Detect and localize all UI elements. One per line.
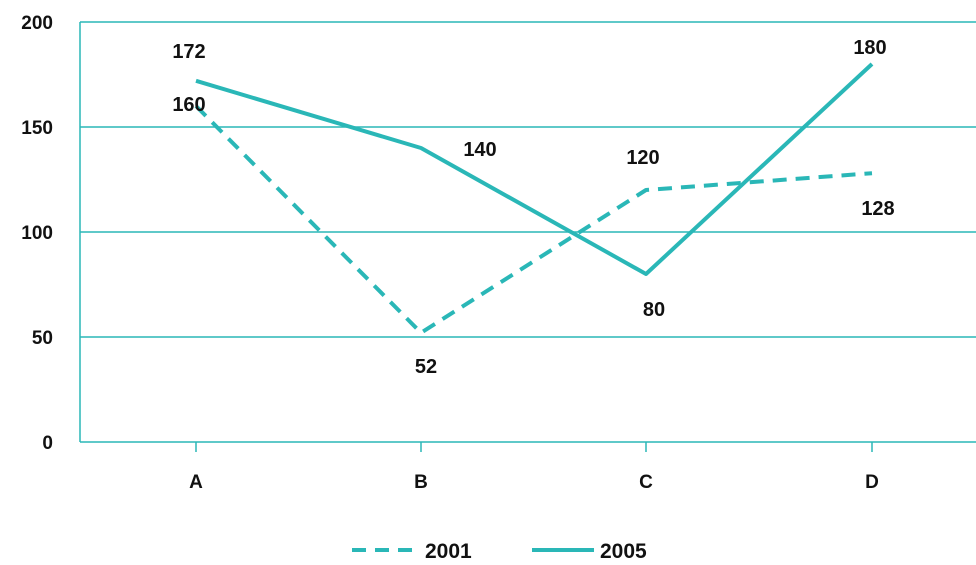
y-tick-label: 0: [42, 433, 53, 454]
data-label: 52: [415, 356, 437, 378]
data-label: 140: [463, 139, 496, 161]
y-tick-label: 200: [21, 13, 53, 34]
series-line-2001: [194, 104, 873, 335]
x-tick-label: C: [639, 472, 653, 493]
legend-label: 2005: [600, 540, 647, 563]
data-label: 120: [626, 147, 659, 169]
series-line-2005: [195, 62, 874, 276]
x-tick-label: D: [865, 472, 879, 493]
y-tick-label: 150: [21, 118, 53, 139]
x-tick-label: A: [189, 472, 203, 493]
data-label: 128: [861, 198, 894, 220]
y-tick-label: 100: [21, 223, 53, 244]
data-label: 180: [853, 37, 886, 59]
y-tick-label: 50: [32, 328, 53, 349]
data-label: 172: [172, 41, 205, 63]
x-tick-label: B: [414, 472, 428, 493]
legend-label: 2001: [425, 540, 472, 563]
data-label: 80: [643, 299, 665, 321]
data-label: 160: [172, 94, 205, 116]
